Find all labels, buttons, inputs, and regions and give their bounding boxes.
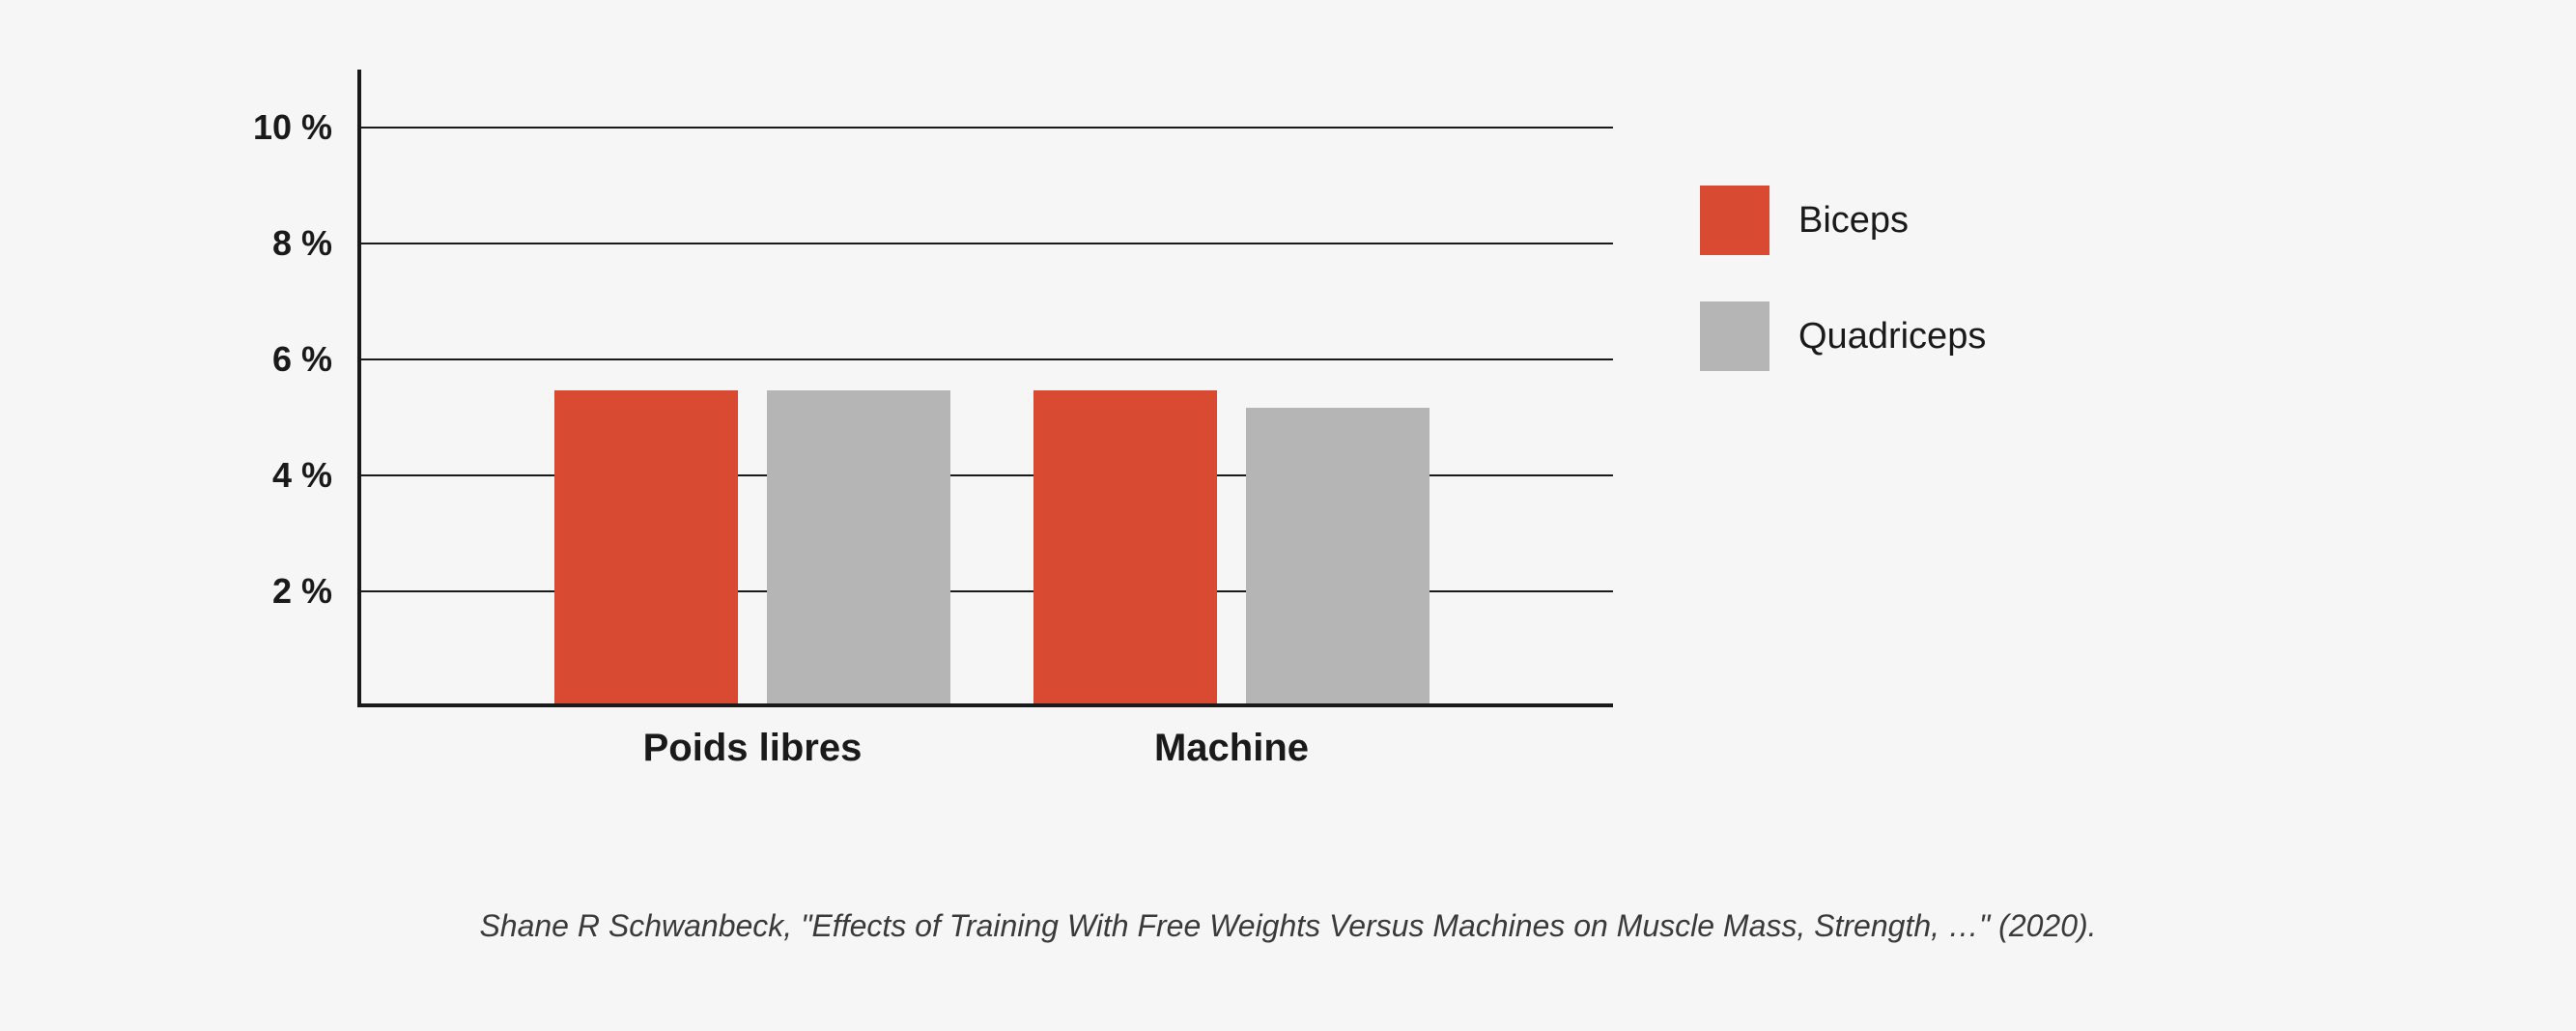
legend: Biceps Quadriceps	[1700, 186, 1986, 417]
bar-quadriceps-0	[767, 390, 950, 703]
bar-biceps-1	[1033, 390, 1217, 703]
legend-item: Quadriceps	[1700, 301, 1986, 371]
plot-area: 2 %4 %6 %8 %10 %Poids libresMachine	[357, 70, 1613, 707]
ytick-label: 6 %	[272, 339, 361, 380]
bar-quadriceps-1	[1246, 408, 1430, 703]
chart-area: 2 %4 %6 %8 %10 %Poids libresMachine Bice…	[222, 70, 2057, 814]
legend-label: Biceps	[1798, 200, 1909, 242]
ytick-label: 10 %	[253, 107, 361, 148]
bar-biceps-0	[554, 390, 738, 703]
gridline	[361, 243, 1613, 244]
legend-swatch	[1700, 186, 1769, 255]
legend-label: Quadriceps	[1798, 316, 1986, 358]
legend-swatch	[1700, 301, 1769, 371]
ytick-label: 2 %	[272, 571, 361, 612]
citation-text: Shane R Schwanbeck, "Effects of Training…	[0, 908, 2576, 944]
gridline	[361, 358, 1613, 360]
ytick-label: 8 %	[272, 223, 361, 264]
chart-canvas: 2 %4 %6 %8 %10 %Poids libresMachine Bice…	[0, 0, 2576, 1031]
legend-item: Biceps	[1700, 186, 1986, 255]
ytick-label: 4 %	[272, 455, 361, 496]
gridline	[361, 127, 1613, 129]
xlabel: Machine	[1154, 727, 1309, 770]
xlabel: Poids libres	[643, 727, 863, 770]
